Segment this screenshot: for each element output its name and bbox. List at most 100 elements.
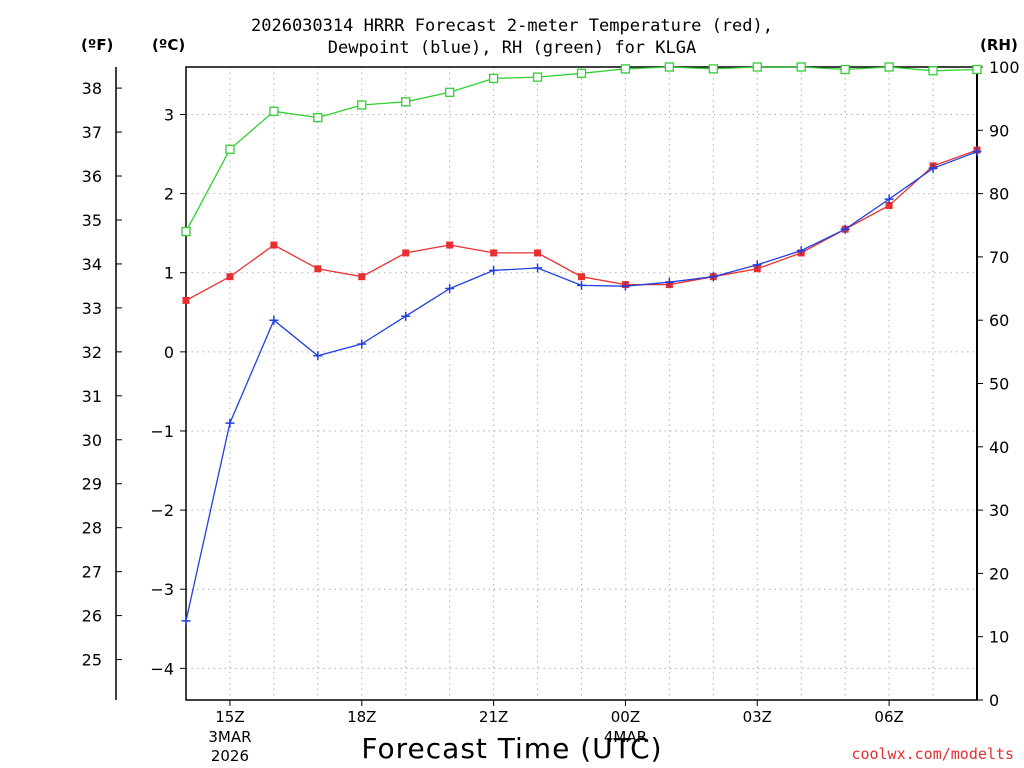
fahrenheit-tick-label: 26 <box>82 607 102 626</box>
rh-tick-label: 100 <box>989 58 1020 77</box>
dewpoint-point <box>752 260 762 270</box>
fahrenheit-tick-label: 35 <box>82 211 102 230</box>
rh-tick-label: 70 <box>989 248 1009 267</box>
celsius-tick-label: −3 <box>150 580 174 599</box>
temperature-point <box>270 241 278 249</box>
dewpoint-point <box>269 315 279 325</box>
rh-point <box>972 64 982 75</box>
dewpoint-point <box>620 281 630 291</box>
rh-unit-label: (RH) <box>980 36 1018 54</box>
rh-point <box>884 62 894 72</box>
fahrenheit-tick-label: 28 <box>82 519 102 538</box>
fahrenheit-tick-label: 32 <box>82 343 102 362</box>
rh-point <box>269 106 279 116</box>
dewpoint-point <box>181 616 191 626</box>
rh-tick-label: 30 <box>989 501 1009 520</box>
fahrenheit-tick-label: 27 <box>82 563 102 582</box>
temperature-point <box>226 273 234 281</box>
temperature-point <box>314 265 322 273</box>
chart-title-line-2: Dewpoint (blue), RH (green) for KLGA <box>327 38 697 58</box>
rh-tick-label: 0 <box>989 691 999 710</box>
rh-point <box>620 64 631 74</box>
rh-point <box>181 226 191 237</box>
celsius-tick-label: −4 <box>150 659 174 678</box>
fahrenheit-tick-label: 36 <box>82 167 102 186</box>
x-tick-label: 03Z <box>743 708 772 726</box>
x-tick-label: 00Z <box>611 708 640 726</box>
temperature-point <box>578 273 585 281</box>
temperature-point <box>182 296 190 304</box>
dewpoint-point <box>225 418 235 428</box>
dewpoint-point <box>972 147 982 157</box>
fahrenheit-tick-label: 33 <box>82 299 102 318</box>
temperature-point <box>358 273 366 281</box>
celsius-tick-label: −2 <box>150 501 174 520</box>
celsius-tick-label: 1 <box>164 264 174 283</box>
temperature-point <box>402 249 410 257</box>
rh-point <box>225 144 235 154</box>
x-tick-year: 2026 <box>211 747 249 765</box>
temperature-point <box>534 249 542 257</box>
fahrenheit-tick-label: 29 <box>82 475 102 494</box>
rh-point <box>357 100 367 110</box>
rh-point <box>488 73 499 84</box>
rh-point <box>752 62 762 72</box>
fahrenheit-tick-label: 25 <box>82 651 102 670</box>
temperature-point <box>885 201 893 209</box>
celsius-tick-label: −1 <box>150 422 174 441</box>
rh-point <box>532 72 543 82</box>
rh-point <box>708 64 718 74</box>
rh-tick-label: 80 <box>989 185 1009 204</box>
x-tick-date: 3MAR <box>208 728 251 746</box>
temperature-point <box>446 241 454 249</box>
temperature-point <box>490 249 498 257</box>
rh-point <box>401 97 411 107</box>
dewpoint-point <box>708 272 718 282</box>
fahrenheit-unit-label: (ºF) <box>81 36 114 54</box>
rh-point <box>313 112 323 123</box>
x-tick-label: 18Z <box>347 708 376 726</box>
dewpoint-point <box>445 284 455 294</box>
celsius-tick-label: 3 <box>164 105 174 124</box>
dewpoint-point <box>577 280 586 290</box>
rh-tick-label: 50 <box>989 375 1009 394</box>
dewpoint-point <box>884 194 894 204</box>
dewpoint-point <box>840 224 850 234</box>
rh-point <box>664 62 675 72</box>
rh-point <box>840 64 850 75</box>
dewpoint-point <box>489 265 499 275</box>
dewpoint-point <box>796 246 806 256</box>
rh-point <box>445 87 455 97</box>
rh-tick-label: 90 <box>989 121 1009 140</box>
credit-text: coolwx.com/modelts <box>851 745 1014 763</box>
fahrenheit-tick-label: 38 <box>82 79 102 98</box>
chart-title-line-1: 2026030314 HRRR Forecast 2-meter Tempera… <box>251 16 773 36</box>
fahrenheit-tick-label: 34 <box>82 255 102 274</box>
fahrenheit-tick-label: 37 <box>82 123 102 142</box>
rh-tick-label: 40 <box>989 438 1009 457</box>
x-tick-label: 21Z <box>479 708 508 726</box>
fahrenheit-tick-label: 31 <box>82 387 102 406</box>
dewpoint-point <box>664 277 674 287</box>
series-line-rh <box>185 66 978 232</box>
dewpoint-point <box>357 339 367 349</box>
x-axis-label: Forecast Time (UTC) <box>361 732 663 765</box>
rh-point <box>796 62 806 72</box>
celsius-tick-label: 0 <box>164 343 174 362</box>
x-tick-label: 06Z <box>874 708 903 726</box>
dewpoint-point <box>313 351 323 361</box>
x-tick-label: 15Z <box>215 708 244 726</box>
dewpoint-point <box>928 163 938 173</box>
rh-point <box>576 68 587 78</box>
celsius-tick-label: 2 <box>164 185 174 204</box>
rh-tick-label: 60 <box>989 311 1009 330</box>
rh-point <box>928 66 938 76</box>
rh-tick-label: 20 <box>989 564 1009 583</box>
dewpoint-point <box>401 311 411 321</box>
fahrenheit-tick-label: 30 <box>82 431 102 450</box>
dewpoint-point <box>533 263 543 273</box>
rh-tick-label: 10 <box>989 628 1009 647</box>
celsius-unit-label: (ºC) <box>152 36 186 54</box>
x-tick-date: 4MAR <box>604 728 647 746</box>
